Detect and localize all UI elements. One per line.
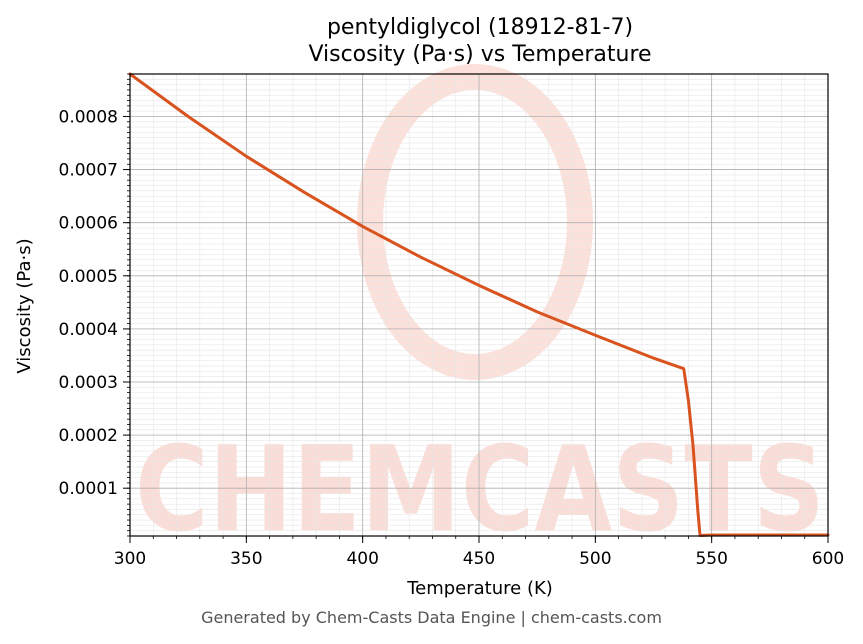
x-axis: 300 350 400 450 500 550 600 — [114, 536, 844, 569]
y-axis-label: Viscosity (Pa·s) — [14, 238, 35, 373]
y-tick-label: 0.0005 — [59, 267, 118, 287]
y-tick-label: 0.0001 — [59, 479, 118, 499]
watermark-ring — [357, 64, 593, 380]
series-line — [128, 72, 830, 537]
x-tick-label: 600 — [812, 549, 844, 569]
x-tick-label: 550 — [695, 549, 727, 569]
chart-title: pentyldiglycol (18912-81-7) — [327, 15, 633, 40]
x-tick-label: 400 — [346, 549, 378, 569]
series-layer — [128, 72, 830, 537]
y-tick-label: 0.0008 — [59, 107, 118, 127]
x-tick-label: 300 — [114, 549, 146, 569]
x-tick-label: 500 — [579, 549, 611, 569]
y-tick-label: 0.0006 — [59, 214, 118, 234]
x-axis-label: Temperature (K) — [406, 578, 553, 599]
y-tick-label: 0.0007 — [59, 161, 118, 181]
x-tick-label: 350 — [230, 549, 262, 569]
chart-subtitle: Viscosity (Pa·s) vs Temperature — [308, 42, 651, 67]
x-tick-label: 450 — [463, 549, 495, 569]
y-tick-label: 0.0004 — [59, 320, 118, 340]
y-tick-label: 0.0002 — [59, 426, 118, 446]
footer-credit: Generated by Chem-Casts Data Engine | ch… — [201, 608, 662, 627]
y-tick-label: 0.0003 — [59, 373, 118, 393]
y-axis: 0.0001 0.0002 0.0003 0.0004 0.0005 0.0006 0.00… — [59, 73, 130, 537]
